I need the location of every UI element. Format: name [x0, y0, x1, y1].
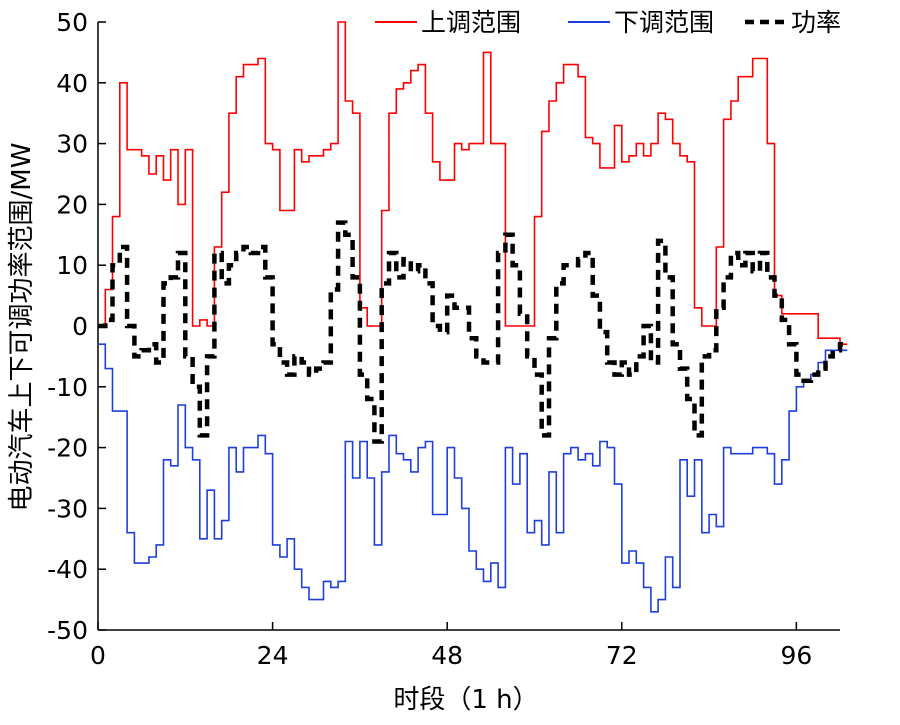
- y-tick-label: -20: [47, 434, 88, 463]
- x-tick-label: 24: [257, 641, 289, 670]
- legend-label-2: 下调范围: [614, 8, 714, 37]
- y-tick-label: -30: [47, 494, 88, 523]
- y-tick-label: -10: [47, 373, 88, 402]
- y-tick-label: 40: [56, 69, 88, 98]
- legend-label-1: 上调范围: [421, 8, 521, 37]
- y-tick-label: 20: [56, 190, 88, 219]
- series-layer: [98, 21, 848, 613]
- series-line-2: [98, 343, 848, 613]
- y-tick-label: 50: [56, 8, 88, 37]
- x-tick-label: 0: [90, 641, 106, 670]
- y-tick-label: 10: [56, 251, 88, 280]
- x-tick-label: 96: [780, 641, 812, 670]
- x-tick-label: 48: [431, 641, 463, 670]
- y-axis-label: 电动汽车上下可调功率范围/MW: [7, 143, 37, 512]
- y-tick-label: 0: [72, 312, 88, 341]
- x-axis-label: 时段（1 h）: [393, 685, 538, 715]
- axes: -50 -40 -30 -20 -10 0 10 20 30 40 50 0 24 48 72 96: [47, 8, 840, 670]
- series-line-1: [98, 21, 848, 345]
- legend: 上调范围 下调范围 功率: [375, 8, 841, 37]
- x-tick-label: 72: [606, 641, 638, 670]
- y-tick-label: -50: [47, 616, 88, 645]
- y-tick-label: -40: [47, 555, 88, 584]
- series-line-3: [98, 220, 848, 444]
- y-tick-label: 30: [56, 130, 88, 159]
- legend-label-3: 功率: [791, 8, 841, 37]
